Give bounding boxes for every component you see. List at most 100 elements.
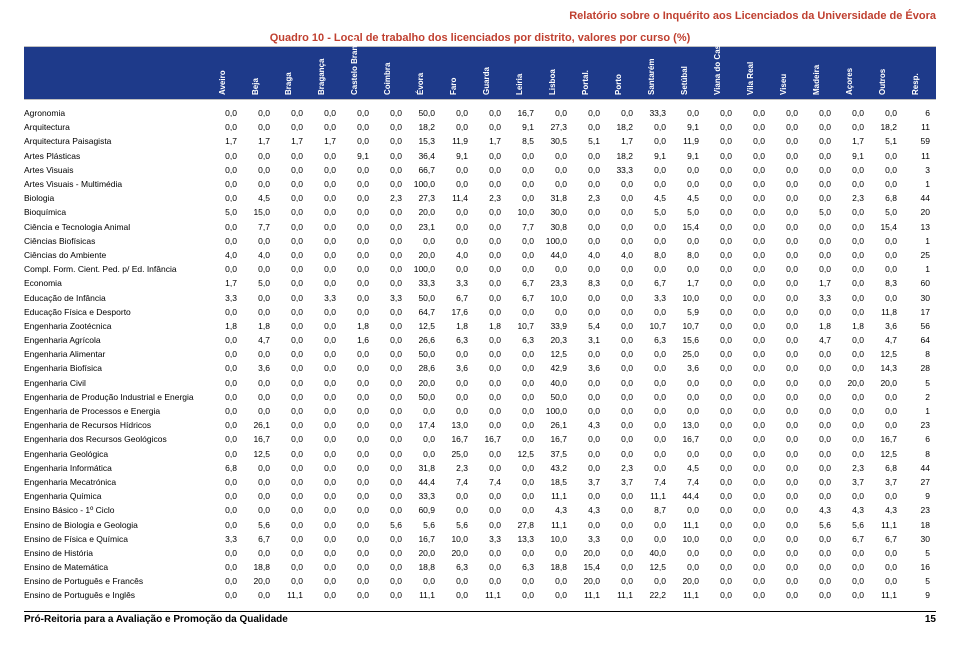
cell: 11,1: [276, 590, 309, 600]
cell: 0,0: [210, 264, 243, 274]
cell: 0,0: [441, 505, 474, 515]
cell: 0,0: [639, 264, 672, 274]
cell: 0,0: [441, 179, 474, 189]
cell: 0,0: [738, 392, 771, 402]
cell: 0,0: [210, 236, 243, 246]
cell: 0,0: [309, 576, 342, 586]
cell: 0,0: [441, 122, 474, 132]
cell: 0,0: [210, 108, 243, 118]
cell: 0,0: [474, 449, 507, 459]
cell: 20,0: [441, 548, 474, 558]
cell: 0,0: [309, 562, 342, 572]
cell: 4,5: [672, 193, 705, 203]
cell: 0,0: [441, 165, 474, 175]
cell: 0,0: [837, 179, 870, 189]
cell: 6,8: [870, 193, 903, 203]
cell: 0,0: [375, 406, 408, 416]
cell: 0,0: [210, 477, 243, 487]
cell: 6,7: [243, 534, 276, 544]
row-label: Ensino de Português e Francês: [24, 576, 210, 586]
cell: 0,0: [276, 207, 309, 217]
cell: 0,0: [507, 378, 540, 388]
cell: 5,0: [210, 207, 243, 217]
row-label: Engenharia Informática: [24, 463, 210, 473]
cell: 0,0: [738, 307, 771, 317]
table-row: Artes Plásticas0,00,00,00,09,10,036,49,1…: [24, 149, 936, 163]
row-label: Engenharia de Processos e Energia: [24, 406, 210, 416]
cell: 0,0: [738, 520, 771, 530]
cell: 0,0: [639, 434, 672, 444]
column-header: Coimbra: [375, 47, 408, 99]
cell: 0,0: [738, 179, 771, 189]
cell: 0,0: [639, 349, 672, 359]
cell: 0,0: [243, 108, 276, 118]
cell: 50,0: [408, 108, 441, 118]
cell: 0,0: [771, 179, 804, 189]
cell: 0,0: [837, 491, 870, 501]
cell: 0,0: [870, 392, 903, 402]
column-header: Açores: [837, 47, 870, 99]
cell: 0,0: [375, 321, 408, 331]
cell: 3,3: [804, 293, 837, 303]
cell: 23,1: [408, 222, 441, 232]
cell: 0,0: [408, 406, 441, 416]
cell: 0,0: [210, 335, 243, 345]
cell: 0,0: [639, 136, 672, 146]
cell: 0,0: [507, 264, 540, 274]
cell: 17,4: [408, 420, 441, 430]
cell: 56: [903, 321, 936, 331]
row-label: Biologia: [24, 193, 210, 203]
cell: 0,0: [342, 576, 375, 586]
cell: 44: [903, 193, 936, 203]
cell: 3,7: [606, 477, 639, 487]
cell: 100,0: [540, 406, 573, 416]
cell: 0,0: [606, 406, 639, 416]
cell: 4,3: [573, 420, 606, 430]
cell: 0,0: [639, 179, 672, 189]
cell: 0,0: [375, 335, 408, 345]
cell: 0,0: [606, 264, 639, 274]
footer: Pró-Reitoria para a Avaliação e Promoção…: [24, 611, 936, 625]
cell: 20,3: [540, 335, 573, 345]
page: Relatório sobre o Inquérito aos Licencia…: [0, 0, 960, 631]
cell: 3,7: [837, 477, 870, 487]
table-body: Agronomia0,00,00,00,00,00,050,00,00,016,…: [24, 106, 936, 603]
cell: 0,0: [276, 449, 309, 459]
cell: 0,0: [474, 505, 507, 515]
table-row: Engenharia Alimentar0,00,00,00,00,00,050…: [24, 347, 936, 361]
cell: 0,0: [276, 562, 309, 572]
cell: 0,0: [309, 434, 342, 444]
cell: 4,5: [672, 463, 705, 473]
cell: 0,0: [375, 264, 408, 274]
cell: 20,0: [573, 548, 606, 558]
cell: 0,0: [771, 562, 804, 572]
cell: 30,8: [540, 222, 573, 232]
cell: 0,0: [375, 378, 408, 388]
cell: 0,0: [474, 420, 507, 430]
cell: 23,3: [540, 278, 573, 288]
cell: 4,7: [870, 335, 903, 345]
cell: 9: [903, 590, 936, 600]
cell: 0,0: [606, 307, 639, 317]
cell: 3,3: [210, 293, 243, 303]
cell: 0,0: [870, 562, 903, 572]
cell: 0,0: [705, 179, 738, 189]
cell: 0,0: [672, 236, 705, 246]
cell: 1,7: [210, 278, 243, 288]
cell: 11,1: [540, 520, 573, 530]
cell: 18,5: [540, 477, 573, 487]
cell: 0,0: [276, 491, 309, 501]
cell: 2,3: [837, 193, 870, 203]
cell: 0,0: [738, 122, 771, 132]
cell: 0,0: [276, 293, 309, 303]
cell: 16,7: [540, 434, 573, 444]
cell: 0,0: [309, 477, 342, 487]
table-row: Ciência e Tecnologia Animal0,07,70,00,00…: [24, 220, 936, 234]
cell: 20,0: [408, 378, 441, 388]
cell: 11,1: [672, 590, 705, 600]
cell: 6,3: [507, 335, 540, 345]
cell: 7,4: [474, 477, 507, 487]
cell: 0,0: [771, 363, 804, 373]
cell: 20: [903, 207, 936, 217]
cell: 3: [903, 165, 936, 175]
